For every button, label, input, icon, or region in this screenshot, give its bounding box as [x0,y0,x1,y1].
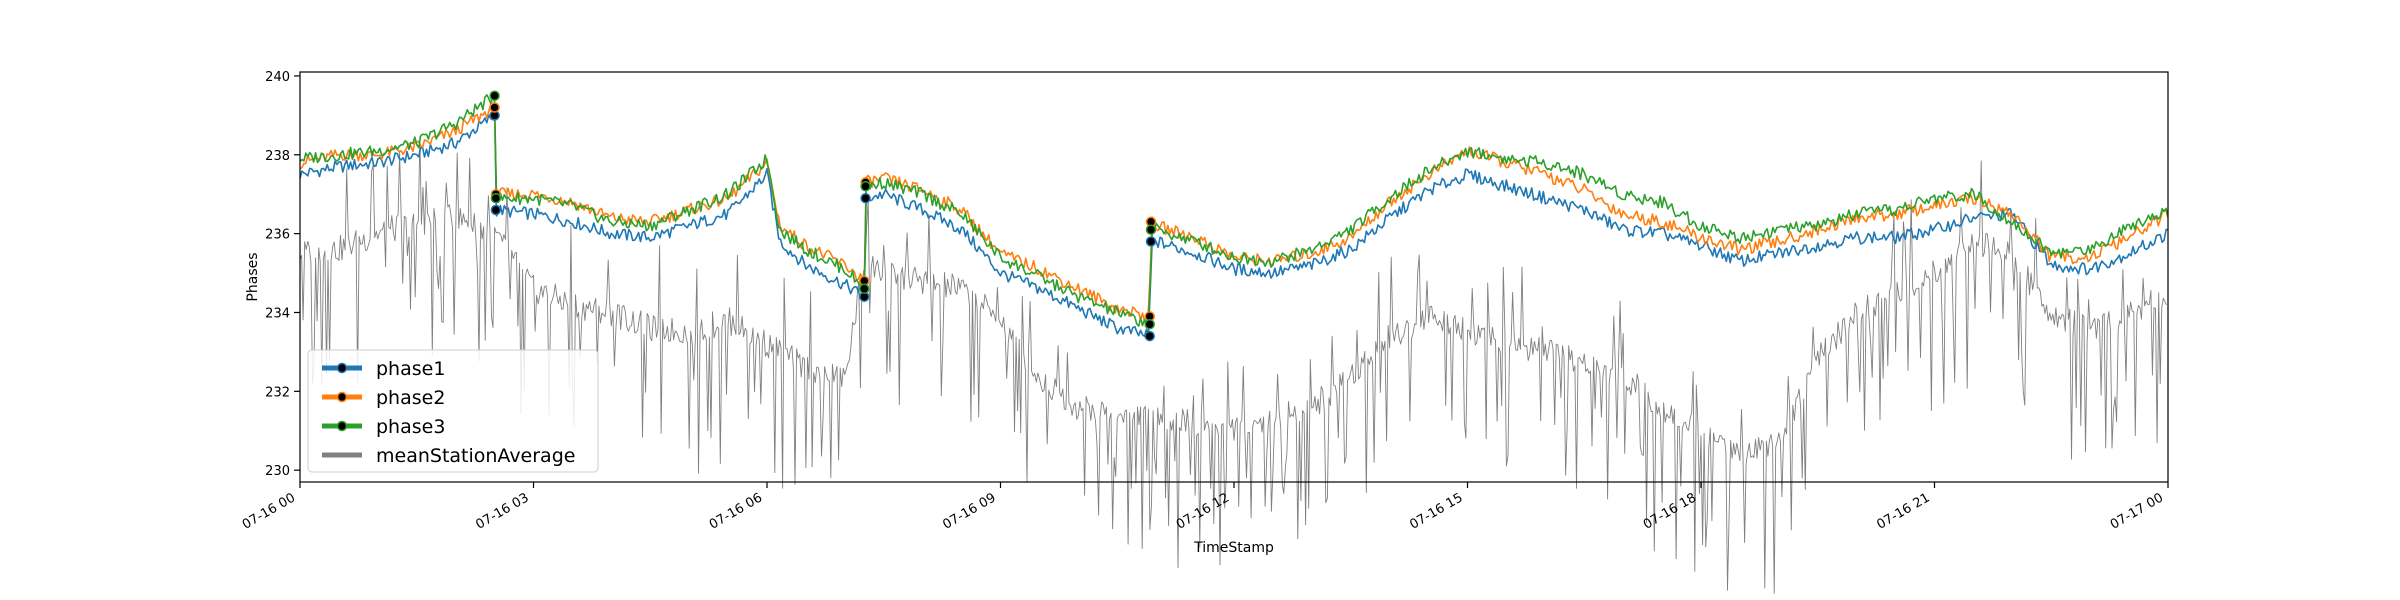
legend: phase1 phase2 phase3 meanStationAverage [307,349,599,473]
x-tick-label: 07-16 15 [1407,490,1465,532]
series-layer [299,94,2169,594]
legend-marker-phase3 [336,420,348,432]
marker-phase3 [1145,224,1157,235]
legend-marker-phase2 [336,391,348,403]
y-tick-label: 232 [265,385,290,400]
x-tick-label: 07-16 18 [1641,490,1699,532]
y-axis-label: Phases [245,252,261,301]
y-tick-label: 230 [265,464,290,479]
legend-box [307,349,599,473]
markers-layer [489,90,1157,342]
y-axis: 230 232 234 236 238 240 [265,70,300,479]
x-axis-label: TimeStamp [1193,540,1274,556]
marker-phase3 [1144,319,1155,330]
marker-phase2 [489,102,500,113]
x-tick-label: 07-16 09 [940,490,998,532]
marker-phase1 [1144,330,1155,342]
marker-phase1 [490,204,502,216]
legend-label-phase2: phase2 [376,387,445,409]
x-tick-label: 07-16 21 [1874,490,1932,532]
legend-label-meanStationAverage: meanStationAverage [376,445,575,467]
series-line-phase3 [299,94,2169,327]
marker-phase3 [860,181,871,192]
marker-phase3 [859,283,870,295]
x-tick-label: 07-16 03 [473,490,531,532]
x-tick-label: 07-16 00 [240,490,298,532]
legend-marker-phase1 [336,362,348,374]
y-tick-label: 236 [265,228,290,243]
legend-label-phase1: phase1 [376,358,445,380]
legend-label-phase3: phase3 [376,416,445,438]
y-tick-label: 238 [265,149,290,164]
x-tick-label: 07-17 00 [2108,490,2166,532]
marker-phase3 [490,192,502,204]
marker-phase3 [489,90,500,101]
marker-phase1 [1145,236,1157,247]
x-tick-label: 07-16 06 [707,490,765,532]
x-axis: 07-16 00 07-16 03 07-16 06 07-16 09 07-16 12… [240,482,2169,533]
series-line-phase2 [299,102,2169,322]
y-tick-label: 234 [265,306,290,321]
y-tick-label: 240 [265,70,290,85]
series-line-phase1 [299,113,2168,338]
x-tick-label: 07-16 12 [1174,490,1232,532]
marker-phase1 [860,192,871,204]
series-line-meanStationAverage [299,136,2167,594]
